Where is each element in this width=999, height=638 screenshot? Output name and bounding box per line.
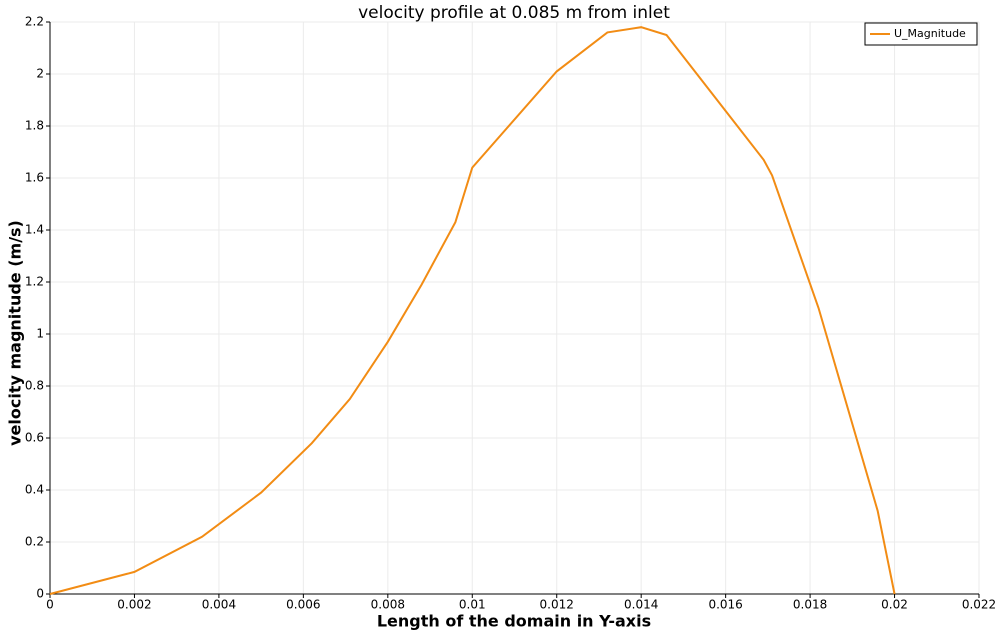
y-tick-label: 0.4 <box>25 483 44 497</box>
y-tick-label: 2 <box>36 67 44 81</box>
y-tick-label: 1.6 <box>25 171 44 185</box>
x-tick-label: 0.018 <box>793 598 827 612</box>
x-tick-label: 0.006 <box>286 598 320 612</box>
x-tick-label: 0.002 <box>117 598 151 612</box>
x-tick-label: 0 <box>46 598 54 612</box>
y-tick-label: 0.8 <box>25 379 44 393</box>
x-tick-label: 0.004 <box>202 598 236 612</box>
x-tick-label: 0.014 <box>624 598 658 612</box>
x-axis-label: Length of the domain in Y-axis <box>377 612 651 631</box>
x-tick-label: 0.02 <box>881 598 908 612</box>
y-tick-label: 0.2 <box>25 535 44 549</box>
x-tick-label: 0.008 <box>371 598 405 612</box>
x-tick-label: 0.01 <box>459 598 486 612</box>
y-tick-label: 1 <box>36 327 44 341</box>
chart-title: velocity profile at 0.085 m from inlet <box>358 3 670 23</box>
y-tick-label: 1.4 <box>25 223 44 237</box>
y-tick-label: 1.8 <box>25 119 44 133</box>
x-tick-label: 0.012 <box>540 598 574 612</box>
x-tick-label: 0.016 <box>708 598 742 612</box>
x-tick-label: 0.022 <box>962 598 996 612</box>
y-tick-label: 2.2 <box>25 15 44 29</box>
y-tick-label: 0.6 <box>25 431 44 445</box>
data-line <box>49 26 896 595</box>
y-tick-label: 0 <box>36 587 44 601</box>
y-axis-label: velocity magnitude (m/s) <box>6 220 25 446</box>
y-tick-label: 1.2 <box>25 275 44 289</box>
legend-box <box>864 22 978 46</box>
legend-label: U_Magnitude <box>894 27 966 40</box>
